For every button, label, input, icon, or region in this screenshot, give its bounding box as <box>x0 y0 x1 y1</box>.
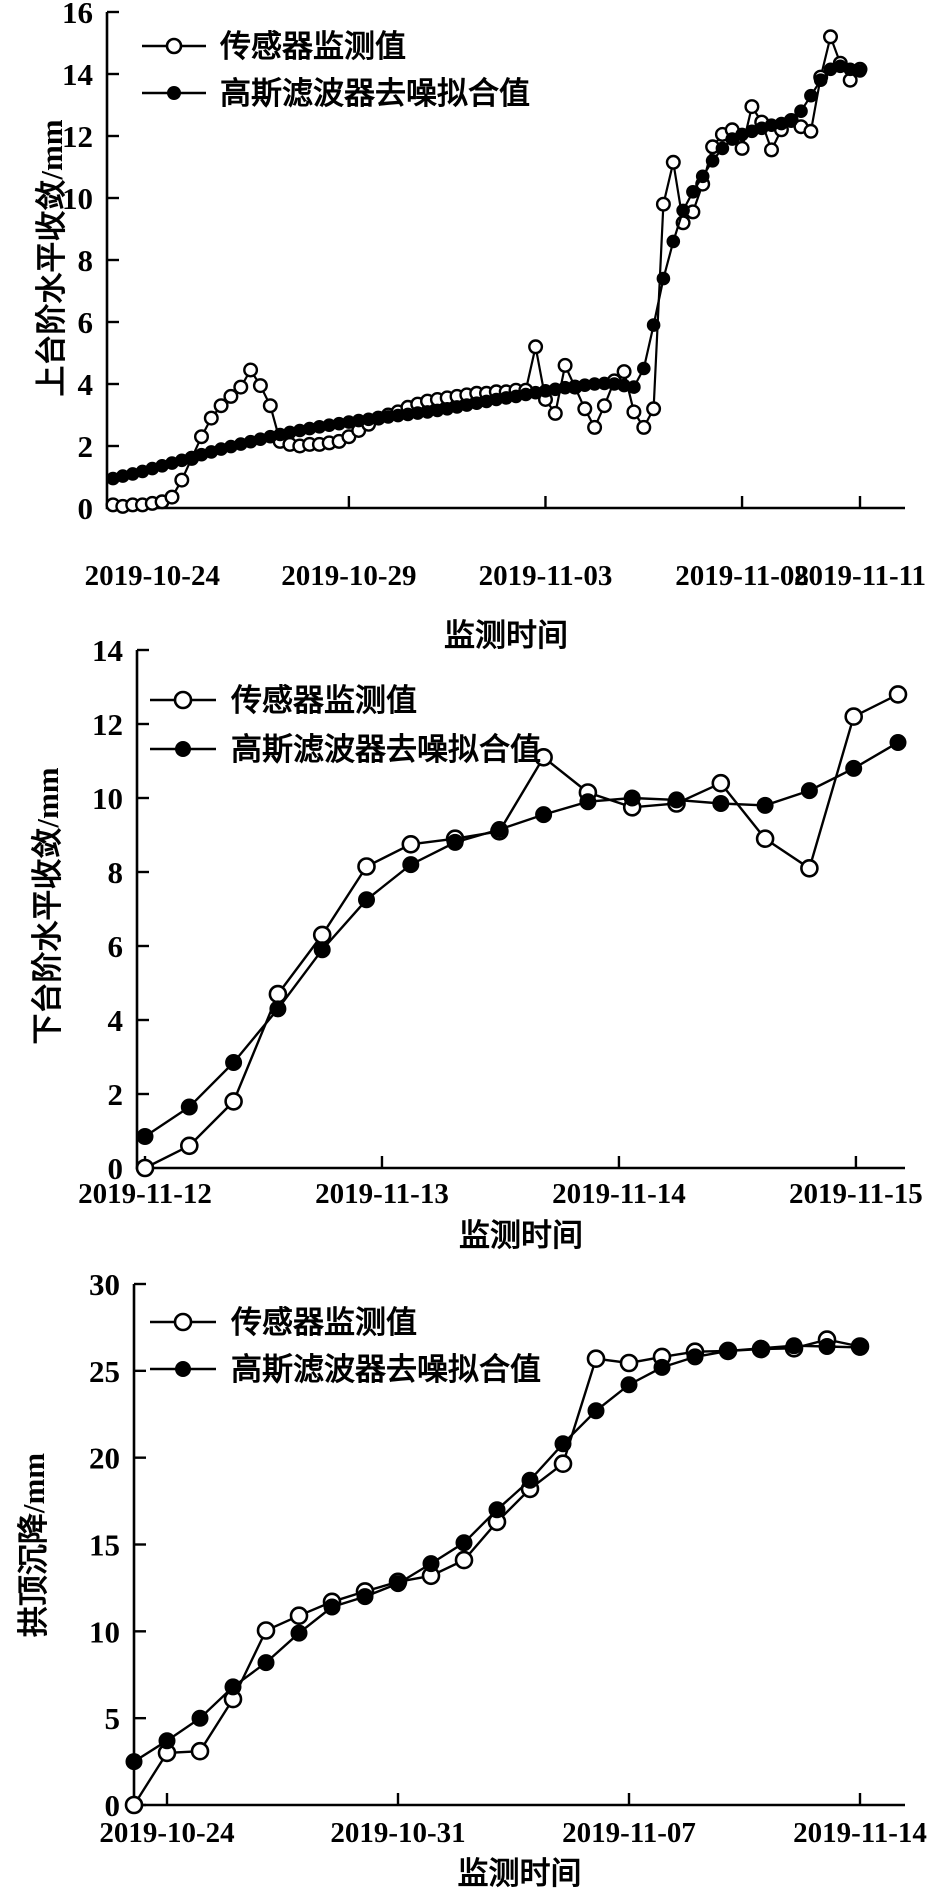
y-axis-title: 下台阶水平收敛/mm <box>30 767 65 1044</box>
y-tick-label: 15 <box>89 1528 120 1563</box>
y-tick-label: 14 <box>62 57 93 92</box>
y-tick-label: 12 <box>92 707 123 742</box>
y-tick-label: 6 <box>78 305 94 340</box>
series-gauss <box>136 734 907 1145</box>
x-tick-label: 2019-10-24 <box>99 1817 234 1849</box>
y-tick-label: 4 <box>108 1003 124 1038</box>
legend-label: 高斯滤波器去噪拟合值 <box>220 76 530 111</box>
x-tick-label: 2019-11-14 <box>793 1817 927 1849</box>
y-tick-label: 16 <box>62 0 93 30</box>
series-gauss <box>106 59 867 486</box>
y-tick-label: 8 <box>78 243 94 278</box>
axes: 0 5 10 15 20 25 30 2019-10-24 2019-10-31 2019-11-… <box>89 1267 927 1849</box>
legend-label: 传感器监测值 <box>230 1305 417 1340</box>
x-tick-label: 2019-11-14 <box>552 1178 686 1210</box>
y-tick-label: 5 <box>105 1701 121 1736</box>
legend-label: 传感器监测值 <box>230 683 417 718</box>
y-axis-title: 上台阶水平收敛/mm <box>34 119 69 396</box>
y-tick-label: 30 <box>89 1267 120 1302</box>
y-tick-label: 25 <box>89 1354 120 1389</box>
x-axis-title: 监测时间 <box>459 1218 583 1253</box>
series-sensor <box>124 1330 870 1815</box>
y-tick-label: 2 <box>108 1077 124 1112</box>
y-tick-label: 12 <box>62 119 93 154</box>
x-tick-label: 2019-11-11 <box>794 560 926 592</box>
x-tick-label: 2019-10-24 <box>85 560 220 592</box>
y-tick-label: 4 <box>78 367 94 402</box>
y-tick-label: 10 <box>92 781 123 816</box>
y-tick-label: 8 <box>108 855 124 890</box>
x-tick-label: 2019-11-07 <box>562 1817 696 1849</box>
x-tick-label: 2019-11-13 <box>315 1178 449 1210</box>
y-tick-label: 10 <box>62 181 93 216</box>
y-tick-label: 10 <box>89 1614 120 1649</box>
x-tick-label: 2019-11-15 <box>789 1178 923 1210</box>
chart-panel-2: 0 2 4 6 8 10 12 14 2019-11-12 2019-11-13 2019-11-1… <box>30 633 923 1253</box>
y-tick-label: 14 <box>92 633 123 668</box>
y-tick-label: 6 <box>108 929 124 964</box>
x-tick-label: 2019-10-31 <box>330 1817 465 1849</box>
y-tick-label: 0 <box>105 1788 121 1823</box>
x-tick-label: 2019-11-08 <box>675 560 809 592</box>
legend-label: 高斯滤波器去噪拟合值 <box>231 1352 541 1387</box>
axes: 0 2 4 6 8 10 12 14 16 2019-10-24 2019-10-29 2019-11… <box>62 0 926 592</box>
legend-label: 高斯滤波器去噪拟合值 <box>231 732 541 767</box>
x-tick-label: 2019-11-03 <box>479 560 613 592</box>
x-axis-title: 监测时间 <box>458 1856 582 1891</box>
legend-label: 传感器监测值 <box>219 29 406 64</box>
y-axis-title: 拱顶沉降/mm <box>16 1453 51 1637</box>
y-tick-label: 0 <box>78 491 94 526</box>
y-tick-label: 2 <box>78 429 94 464</box>
x-tick-label: 2019-11-12 <box>78 1178 212 1210</box>
y-tick-label: 0 <box>108 1151 124 1186</box>
series-gauss <box>125 1337 869 1771</box>
axes: 0 2 4 6 8 10 12 14 2019-11-12 2019-11-13 2019-11-1… <box>78 633 923 1210</box>
x-tick-label: 2019-10-29 <box>281 560 416 592</box>
y-tick-label: 20 <box>89 1441 120 1476</box>
chart-panel-1: 0 2 4 6 8 10 12 14 16 2019-10-24 2019-10-29 2019-11… <box>34 0 926 653</box>
chart-panel-3: 0 5 10 15 20 25 30 2019-10-24 2019-10-31 2019-11-… <box>16 1267 927 1891</box>
x-axis-title: 监测时间 <box>444 618 568 653</box>
